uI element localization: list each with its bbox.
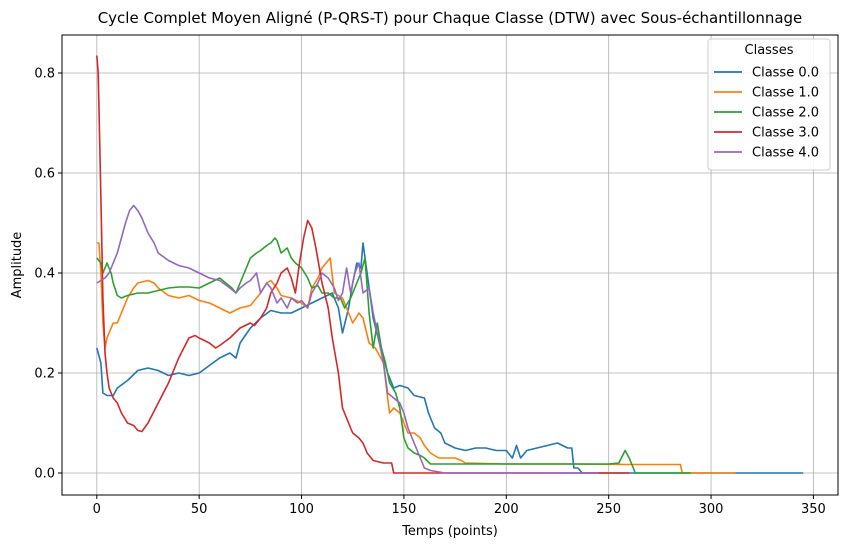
y-tick-label: 0.2 [34,367,55,382]
legend-item: Classe 1.0 [714,86,819,101]
x-tick-label: 200 [494,502,519,517]
legend: Classes Classe 0.0 Classe 1.0 Classe 2.0 Cl… [707,38,831,171]
axis-ticks: 0 50 100 150 200 250 300 350 0.0 0.2 0.4 0.6 0.8 [34,67,826,518]
x-tick-label: 50 [191,502,208,517]
x-axis-label: Temps (points) [401,524,498,539]
y-tick-label: 0.6 [34,167,55,182]
y-tick-label: 0.8 [34,67,55,82]
x-tick-label: 300 [699,502,724,517]
legend-label: Classe 3.0 [752,126,819,141]
x-tick-label: 150 [392,502,417,517]
series-line-3 [96,55,630,474]
legend-title: Classes [745,43,794,58]
chart-title: Cycle Complet Moyen Aligné (P-QRS-T) pou… [98,9,803,27]
legend-item: Classe 2.0 [714,106,819,121]
plot-frame [61,34,839,496]
legend-item: Classe 3.0 [714,126,819,141]
legend-label: Classe 1.0 [752,86,819,101]
legend-label: Classe 4.0 [752,146,819,161]
series-lines [96,55,804,474]
x-tick-label: 0 [93,502,101,517]
y-tick-label: 0.0 [34,467,55,482]
series-line-4 [96,204,599,474]
legend-item: Classe 0.0 [714,66,819,81]
legend-label: Classe 2.0 [752,106,819,121]
x-tick-label: 350 [801,502,826,517]
y-tick-label: 0.4 [34,267,55,282]
legend-item: Classe 4.0 [714,146,819,161]
y-axis-label: Amplitude [10,232,25,299]
x-tick-label: 250 [596,502,621,517]
legend-label: Classe 0.0 [752,66,819,81]
x-tick-label: 100 [289,502,314,517]
series-line-2 [96,237,691,474]
